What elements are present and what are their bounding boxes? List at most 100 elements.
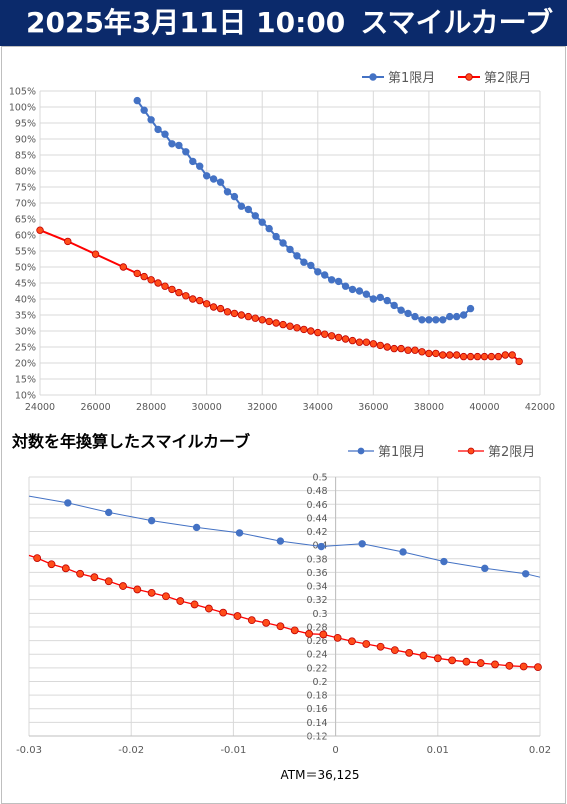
y-tick-label: 15% [15,375,36,386]
data-point [419,651,428,660]
data-point [119,582,127,590]
y-tick-label: 85% [15,151,36,162]
data-point [262,618,271,627]
data-point [491,660,499,669]
data-point [147,276,155,284]
data-point [390,301,398,310]
data-point [61,564,70,573]
data-point [133,585,142,594]
header-banner: 2025年3月11日 10:00 スマイルカーブ [0,0,567,46]
data-point [314,328,322,337]
y-tick-label: 60% [15,231,36,242]
data-point [534,663,542,672]
data-point [286,245,294,254]
header-title: スマイルカーブ [360,6,553,39]
y-tick-label: 0.2 [312,677,327,688]
y-tick-label: 55% [15,247,36,258]
data-point [175,288,183,297]
x-tick-label: -0.01 [220,745,246,756]
data-point [319,630,328,639]
y-tick-label: 0.28 [306,622,327,633]
y-tick-label: 105% [9,87,36,98]
data-point [147,116,155,124]
data-point [334,333,343,342]
y-tick-label: 40% [15,295,36,306]
x-tick-label: 42000 [525,402,555,413]
data-point [258,316,266,324]
x-tick-label: 0.02 [529,745,551,756]
y-tick-label: 30% [15,327,36,338]
data-point [390,344,398,353]
data-point [358,540,366,548]
y-tick-label: 90% [15,135,36,146]
data-point [219,608,228,617]
data-point [327,332,336,340]
data-point [104,577,113,586]
y-tick-label: 10% [15,391,36,402]
data-point [355,338,364,346]
y-tick-label: 0.34 [306,582,327,593]
data-point [105,508,113,517]
data-point [376,341,384,350]
data-point [265,224,273,233]
header-date: 2025年3月11日 10:00 [26,6,346,39]
x-axis-label: ATM＝36,125 [281,768,360,782]
y-tick-label: 70% [15,199,36,210]
data-point [147,588,156,597]
data-point [237,311,246,319]
data-point [459,352,468,361]
data-point [161,282,169,290]
data-point [439,351,447,359]
data-point [519,662,528,671]
data-point [233,612,242,620]
legend-label: 第1限月 [388,71,435,86]
x-tick-label: 28000 [136,402,166,413]
data-point [64,237,72,246]
data-point [189,295,197,303]
x-tick-label: 0.01 [427,745,449,756]
data-point [480,352,489,361]
log-annualized-chart: 0.12 0.14 0.16 0.18 0.2 0.22 0.24 0.26 0.28 0.3 0.… [16,445,551,782]
data-point [33,554,42,563]
x-tick-label: 30000 [192,402,222,413]
data-point [425,349,433,358]
data-point [369,295,378,303]
y-tick-label: 0.18 [306,691,327,702]
data-point [64,499,72,507]
y-tick-label: 0.38 [306,554,327,565]
data-point [192,523,201,532]
series-line-2 [39,229,520,363]
data-point [399,548,407,556]
data-point [196,296,204,305]
data-point [279,320,287,329]
data-point [355,287,364,295]
y-tick-label: 20% [15,359,36,370]
x-tick-label: -0.02 [118,745,144,756]
y-tick-label: 0.42 [306,527,327,538]
data-point [272,319,280,327]
data-point [515,357,523,366]
data-point [327,276,336,284]
data-point [258,218,266,226]
data-point [307,261,315,270]
data-point [140,106,148,114]
data-point [476,659,485,667]
legend-label: 第2限月 [484,71,531,86]
y-tick-label: 100% [9,103,36,114]
data-point [182,148,190,156]
data-point [216,304,225,313]
data-point [168,285,176,294]
y-tick-label: 0.48 [306,486,327,497]
data-point [321,330,329,338]
data-point [91,250,100,258]
data-point [182,292,190,300]
x-tick-label: 24000 [25,402,55,413]
data-point [521,570,530,578]
y-tick-label: 0.36 [306,568,327,579]
legend-marker [467,447,475,455]
data-point [501,351,509,359]
y-tick-label: 0.5 [312,473,327,484]
data-point [279,239,287,247]
data-point [348,637,356,646]
data-point [189,157,197,166]
